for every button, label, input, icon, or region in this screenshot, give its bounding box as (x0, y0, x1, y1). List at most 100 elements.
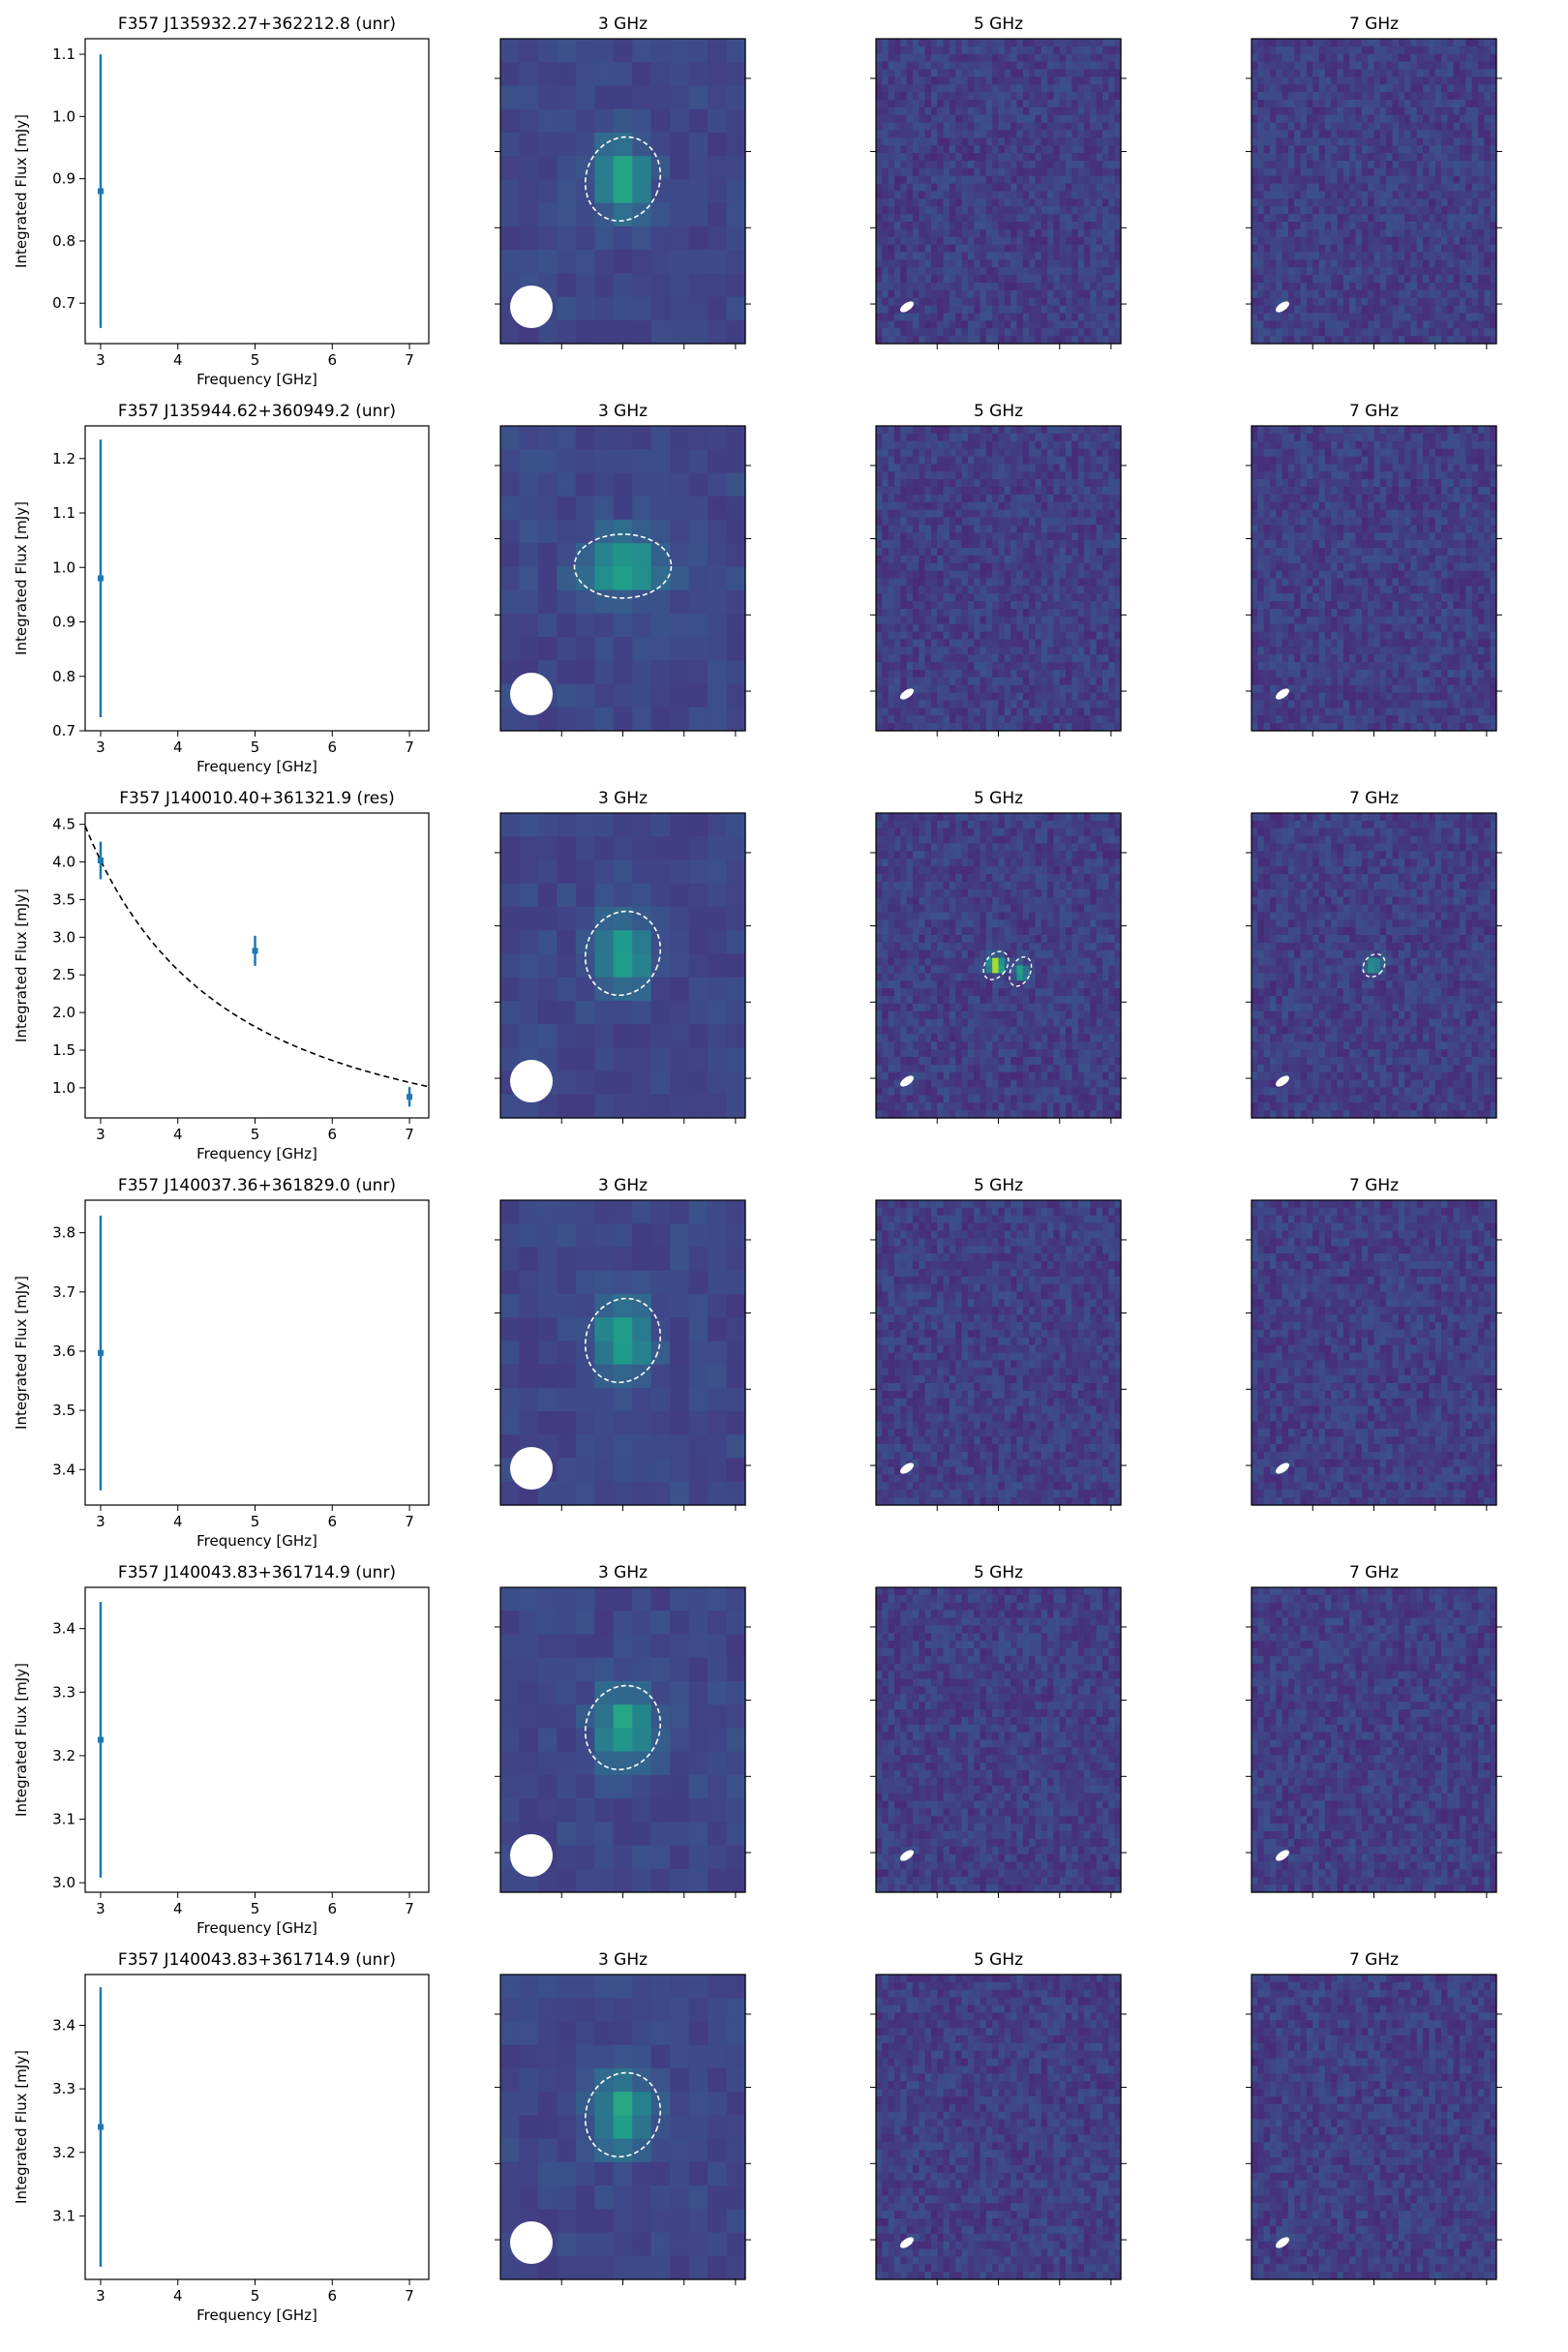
x-tick-label: 4 (173, 1900, 183, 1917)
map-title: 7 GHz (1349, 1950, 1399, 1970)
row-5: F357 J140043.83+361714.9 (unr) 3 4 5 6 7 3.0 3.… (13, 1563, 1502, 1937)
spectrum-plot: F357 J140010.40+361321.9 (res) 3 4 5 6 7 1.0 1.… (13, 789, 430, 1162)
x-tick-label: 4 (173, 1126, 183, 1143)
map-image (500, 813, 746, 1119)
beam-marker (900, 688, 914, 700)
spectrum-plot: F357 J140037.36+361829.0 (unr) 3 4 5 6 7 3.4 3.… (13, 1176, 430, 1550)
x-tick-label: 5 (251, 739, 260, 756)
plot-frame (84, 38, 430, 345)
x-tick-label: 5 (251, 2287, 260, 2305)
beam-marker (900, 1850, 914, 1861)
map-title: 5 GHz (974, 1176, 1023, 1195)
plot-title: F357 J140043.83+361714.9 (unr) (118, 1950, 396, 1970)
map-title: 7 GHz (1349, 789, 1399, 808)
map-title: 5 GHz (974, 789, 1023, 808)
beam-marker (510, 286, 553, 328)
beam-marker (900, 1462, 914, 1474)
data-point (97, 575, 104, 582)
row-3: F357 J140010.40+361321.9 (res) 3 4 5 6 7 1.0 1.… (13, 789, 1502, 1162)
y-tick-label: 1.1 (52, 504, 75, 522)
map-title: 3 GHz (598, 1950, 648, 1970)
map-7ghz: 7 GHz (1246, 1176, 1502, 1511)
x-tick-label: 5 (251, 1513, 260, 1530)
map-7ghz: 7 GHz (1246, 789, 1502, 1124)
map-title: 5 GHz (974, 1950, 1023, 1970)
fit-line (85, 826, 429, 1088)
y-tick-label: 0.8 (52, 232, 75, 250)
map-image (876, 39, 1122, 345)
map-image (876, 1587, 1122, 1893)
map-7ghz: 7 GHz (1246, 1563, 1502, 1898)
plot-title: F357 J135932.27+362212.8 (unr) (118, 15, 396, 34)
map-title: 3 GHz (598, 402, 648, 421)
y-tick-label: 3.4 (52, 1620, 75, 1638)
plot-title: F357 J140043.83+361714.9 (unr) (118, 1563, 396, 1583)
map-title: 7 GHz (1349, 15, 1399, 34)
y-tick-label: 3.1 (52, 2207, 75, 2224)
row-1: F357 J135932.27+362212.8 (unr) 3 4 5 6 7 0.7 0.… (13, 15, 1502, 388)
x-axis-label: Frequency [GHz] (196, 1145, 317, 1162)
y-tick-label: 1.1 (52, 45, 75, 63)
row-6: F357 J140043.83+361714.9 (unr) 3 4 5 6 7 3.1 3.… (13, 1950, 1502, 2324)
source-contour (584, 1684, 662, 1771)
y-tick-label: 3.8 (52, 1224, 75, 1242)
source-contour (982, 950, 1010, 980)
map-title: 3 GHz (598, 1176, 648, 1195)
map-5ghz: 5 GHz (870, 402, 1127, 737)
beam-marker (1276, 1850, 1289, 1861)
map-image (876, 1975, 1122, 2280)
x-tick-label: 4 (173, 2287, 183, 2305)
row-4: F357 J140037.36+361829.0 (unr) 3 4 5 6 7 3.4 3.… (13, 1176, 1502, 1550)
beam-marker (1276, 1462, 1289, 1474)
map-5ghz: 5 GHz (870, 1950, 1127, 2285)
spectrum-plot: F357 J140043.83+361714.9 (unr) 3 4 5 6 7 3.0 3.… (13, 1563, 430, 1937)
data-point (407, 1094, 413, 1101)
plot-frame (84, 1586, 430, 1893)
plot-title: F357 J140037.36+361829.0 (unr) (118, 1176, 396, 1195)
beam-marker (900, 301, 914, 313)
map-image (1251, 1975, 1497, 2280)
map-image (1251, 813, 1497, 1119)
map-3ghz: 3 GHz (495, 15, 751, 349)
map-5ghz: 5 GHz (870, 1176, 1127, 1511)
y-tick-label: 0.8 (52, 668, 75, 685)
source-contour (1362, 952, 1386, 979)
x-tick-label: 5 (251, 351, 260, 369)
map-image (500, 1587, 746, 1893)
y-tick-label: 2.0 (52, 1004, 75, 1021)
y-tick-label: 3.2 (52, 1747, 75, 1764)
map-image (500, 1200, 746, 1506)
plot-frame (84, 812, 430, 1119)
x-tick-label: 7 (405, 351, 414, 369)
source-contour (584, 2071, 662, 2158)
spectrum-plot: F357 J135944.62+360949.2 (unr) 3 4 5 6 7 0.7 0.… (13, 402, 430, 775)
y-tick-label: 3.1 (52, 1811, 75, 1828)
x-axis-label: Frequency [GHz] (196, 1919, 317, 1937)
y-axis-label: Integrated Flux [mJy] (13, 1663, 30, 1817)
source-contour (584, 1297, 662, 1384)
x-tick-label: 6 (328, 739, 338, 756)
source-contour (1009, 955, 1033, 987)
map-title: 3 GHz (598, 15, 648, 34)
data-point (97, 858, 104, 863)
x-tick-label: 3 (96, 351, 106, 369)
y-axis-label: Integrated Flux [mJy] (13, 889, 30, 1042)
map-image (500, 426, 746, 732)
map-7ghz: 7 GHz (1246, 1950, 1502, 2285)
x-tick-label: 3 (96, 1126, 106, 1143)
y-tick-label: 3.7 (52, 1283, 75, 1301)
beam-marker (1276, 1075, 1289, 1087)
spectrum-plot: F357 J140043.83+361714.9 (unr) 3 4 5 6 7 3.1 3.… (13, 1950, 430, 2324)
map-5ghz: 5 GHz (870, 15, 1127, 349)
x-tick-label: 7 (405, 2287, 414, 2305)
map-5ghz: 5 GHz (870, 789, 1127, 1124)
map-3ghz: 3 GHz (495, 1950, 751, 2285)
plot-frame (84, 1974, 430, 2280)
data-point (252, 948, 258, 954)
spectrum-plot: F357 J135932.27+362212.8 (unr) 3 4 5 6 7 0.7 0.… (13, 15, 430, 388)
beam-marker (1276, 688, 1289, 700)
y-tick-label: 3.5 (52, 890, 75, 908)
map-image (876, 1200, 1122, 1506)
map-title: 5 GHz (974, 402, 1023, 421)
